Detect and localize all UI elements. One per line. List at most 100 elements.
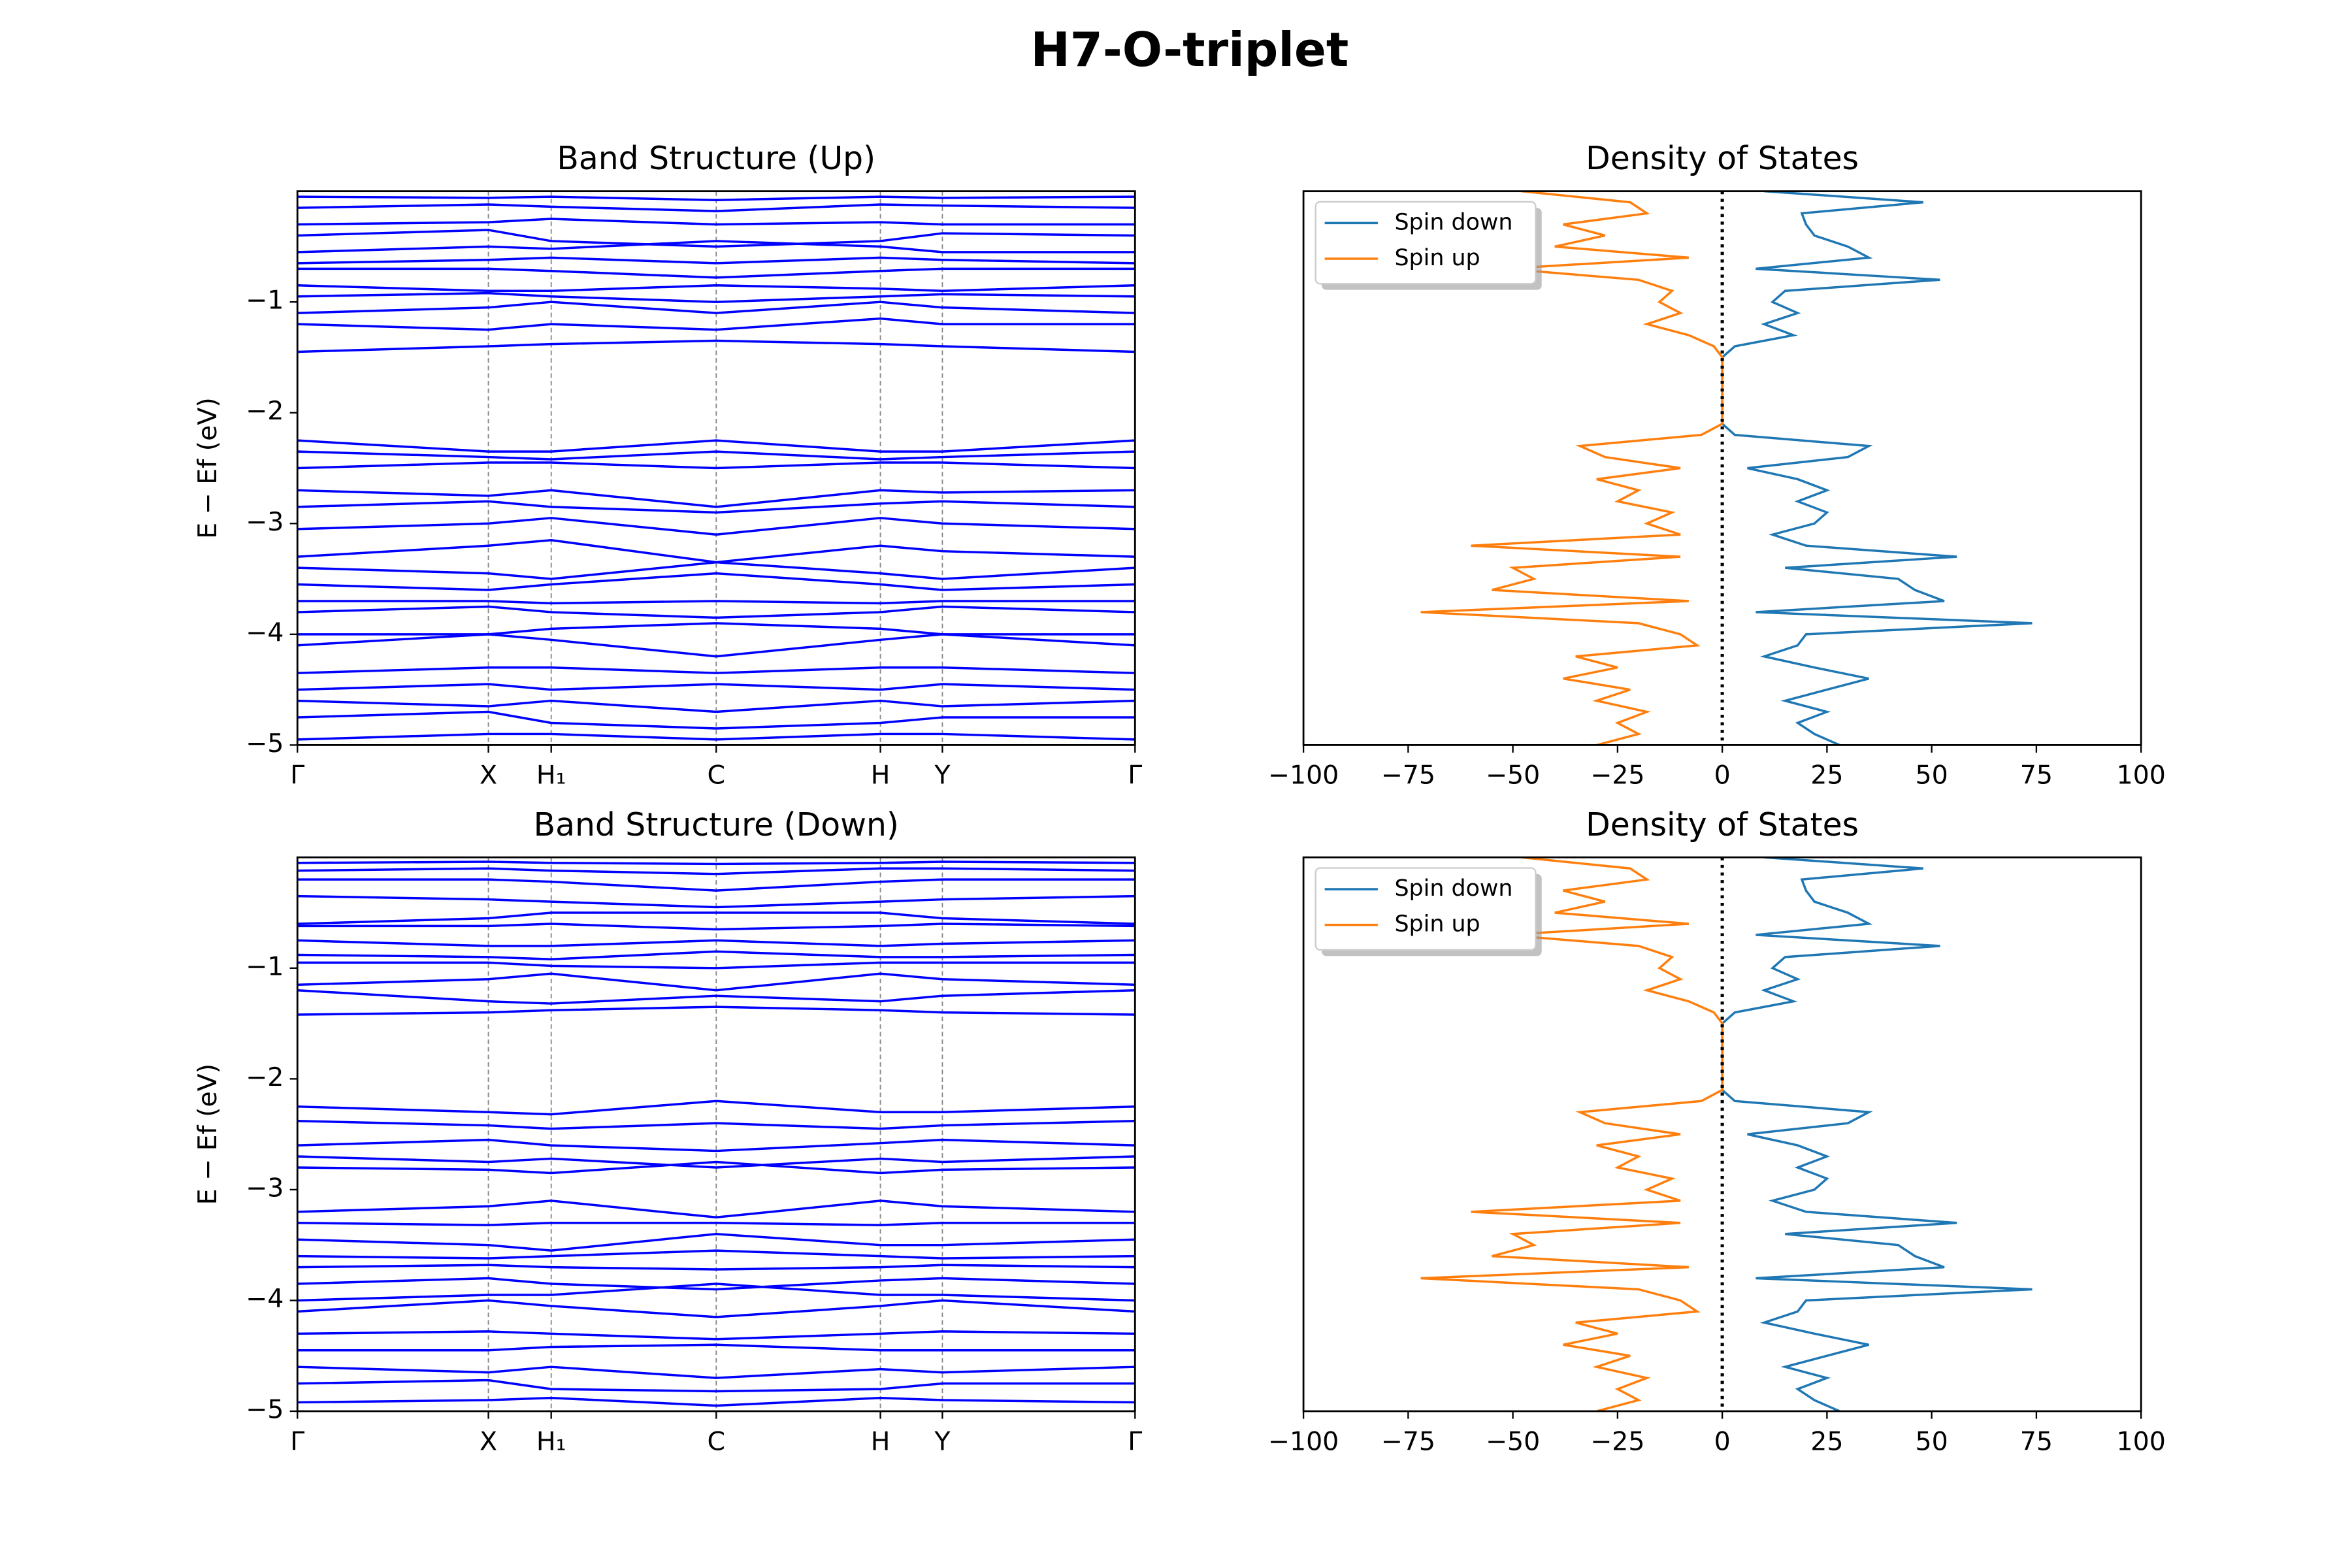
band-line — [297, 1160, 1135, 1175]
band-line — [297, 972, 1135, 992]
band-line — [297, 267, 1135, 279]
y-tick-label: −3 — [246, 507, 284, 537]
plot-area — [297, 191, 1135, 745]
band-line — [297, 605, 1135, 619]
band-line — [297, 1222, 1135, 1226]
x-tick-label: −100 — [1268, 760, 1339, 791]
y-axis-label: E − Ef (eV) — [193, 397, 223, 539]
band-line — [297, 1343, 1135, 1352]
band-line — [297, 911, 1135, 925]
band-line — [297, 950, 1135, 960]
panel-title: Band Structure (Up) — [557, 140, 875, 177]
x-tick-label: Γ — [290, 1426, 304, 1456]
band-line — [297, 894, 1135, 909]
band-line — [297, 1005, 1135, 1016]
x-tick-label: 75 — [2020, 1426, 2053, 1456]
plot-area — [1420, 191, 2033, 745]
band-line — [297, 450, 1135, 461]
legend-label: Spin up — [1394, 911, 1480, 938]
frame — [1302, 190, 2142, 746]
band-line — [297, 1249, 1135, 1260]
y-tick-label: −2 — [246, 1062, 284, 1092]
x-tick-label: C — [707, 760, 725, 791]
x-tick-label: X — [480, 760, 497, 791]
y-tick-label: −1 — [246, 286, 284, 316]
x-tick-label: H — [871, 1426, 890, 1456]
band-line — [297, 939, 1135, 947]
x-tick-label: Γ — [1128, 1426, 1142, 1456]
band-line — [297, 1396, 1135, 1407]
frame — [1302, 856, 2142, 1413]
band-line — [297, 195, 1135, 201]
x-tick-label: −75 — [1381, 760, 1435, 791]
band-line — [297, 1277, 1135, 1291]
dos-line — [1721, 857, 2033, 1412]
band-line — [297, 256, 1135, 265]
x-tick-label: −100 — [1268, 1426, 1339, 1456]
band-line — [297, 699, 1135, 713]
band-line — [297, 1264, 1135, 1271]
band-line — [297, 1282, 1135, 1302]
band-line — [297, 203, 1135, 212]
band-line — [297, 317, 1135, 331]
x-tick-label: H — [871, 760, 890, 791]
band-line — [297, 218, 1135, 226]
band-line — [297, 1299, 1135, 1318]
x-tick-label: 100 — [2116, 1426, 2165, 1456]
band-line — [297, 1155, 1135, 1169]
x-tick-label: Y — [934, 760, 951, 791]
y-tick-label: −5 — [246, 1395, 284, 1425]
x-tick-label: −50 — [1486, 1426, 1540, 1456]
band-line — [297, 1232, 1135, 1252]
x-tick-label: 25 — [1810, 760, 1843, 791]
band-line — [297, 732, 1135, 741]
x-tick-label: −25 — [1590, 760, 1644, 791]
band-line — [297, 284, 1135, 292]
legend-label: Spin up — [1394, 245, 1480, 271]
band-line — [297, 1330, 1135, 1341]
dos-line — [1721, 191, 2033, 745]
x-tick-label: 100 — [2116, 760, 2165, 791]
x-tick-label: 50 — [1916, 1426, 1948, 1456]
band-line — [297, 1379, 1135, 1393]
y-axis-label: E − Ef (eV) — [193, 1064, 223, 1205]
band-line — [297, 1100, 1135, 1116]
band-line — [297, 439, 1135, 453]
y-tick-label: −1 — [246, 951, 284, 981]
panel-title: Density of States — [1586, 140, 1859, 177]
band-line — [297, 710, 1135, 730]
band-line — [297, 988, 1135, 1005]
x-tick-label: −50 — [1486, 760, 1540, 791]
band-line — [297, 666, 1135, 674]
x-tick-label: C — [707, 1426, 725, 1456]
x-tick-label: −75 — [1381, 1426, 1435, 1456]
band-line — [297, 961, 1135, 970]
band-line — [297, 339, 1135, 353]
band-line — [297, 461, 1135, 470]
legend-label: Spin down — [1394, 209, 1512, 235]
panel: Band Structure (Up) Γ X H₁ C H Y Γ −1 −2 −3 −4 −5 E −… — [193, 140, 1142, 790]
y-tick-label: −4 — [246, 617, 284, 647]
panel-title: Density of States — [1586, 806, 1859, 843]
plot-area — [1420, 857, 2033, 1412]
frame — [296, 856, 1136, 1413]
x-tick-label: Y — [934, 1426, 951, 1456]
band-line — [297, 923, 1135, 931]
band-line — [297, 500, 1135, 514]
y-tick-label: −3 — [246, 1173, 284, 1203]
band-line — [297, 878, 1135, 892]
y-tick-label: −5 — [246, 728, 284, 759]
band-line — [297, 1365, 1135, 1379]
band-line — [297, 867, 1135, 875]
band-line — [297, 1120, 1135, 1130]
panel: Density of States −100 −75 −50 −25 0 25 50 75 100… — [1268, 806, 2166, 1456]
x-tick-label: 50 — [1916, 760, 1948, 791]
band-line — [297, 240, 1135, 253]
y-tick-label: −4 — [246, 1284, 284, 1314]
plot-area — [297, 857, 1135, 1412]
x-tick-label: 0 — [1714, 760, 1731, 791]
band-line — [297, 229, 1135, 248]
x-tick-label: 0 — [1714, 1426, 1731, 1456]
